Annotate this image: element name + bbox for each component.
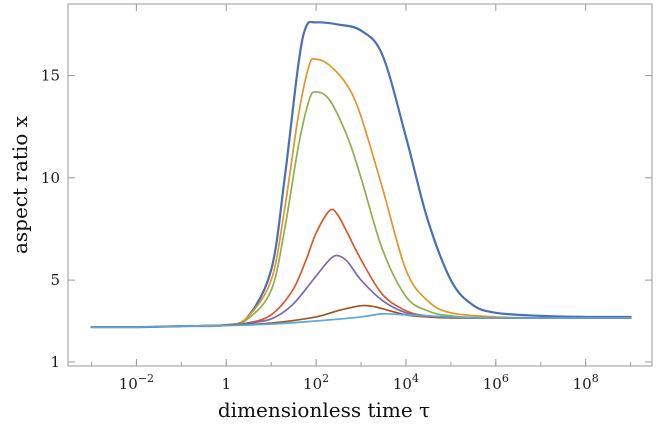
y-tick-label: 15 <box>41 67 60 85</box>
x-tick-label: 10−2 <box>119 372 154 393</box>
x-axis-title: dimensionless time τ <box>218 398 430 422</box>
series-layer <box>90 20 632 329</box>
x-tick-label: 102 <box>303 372 329 393</box>
series-line-3 <box>90 91 632 329</box>
series-line-7 <box>90 312 632 329</box>
plot-frame <box>67 3 653 367</box>
x-tick-label: 104 <box>393 372 419 393</box>
series-line-1 <box>90 20 632 329</box>
y-tick-label: 10 <box>41 169 60 187</box>
x-axis-ticks: 10−2 1 102 104 106 108 <box>90 4 632 393</box>
x-tick-label: 1 <box>221 375 231 393</box>
series-line-2 <box>90 57 632 329</box>
y-tick-label: 1 <box>50 353 60 371</box>
y-tick-label: 5 <box>50 271 60 289</box>
series-line-4 <box>90 208 632 329</box>
x-tick-label: 108 <box>573 372 599 393</box>
x-tick-label: 106 <box>483 372 509 393</box>
y-axis-title: aspect ratio x <box>8 115 32 254</box>
